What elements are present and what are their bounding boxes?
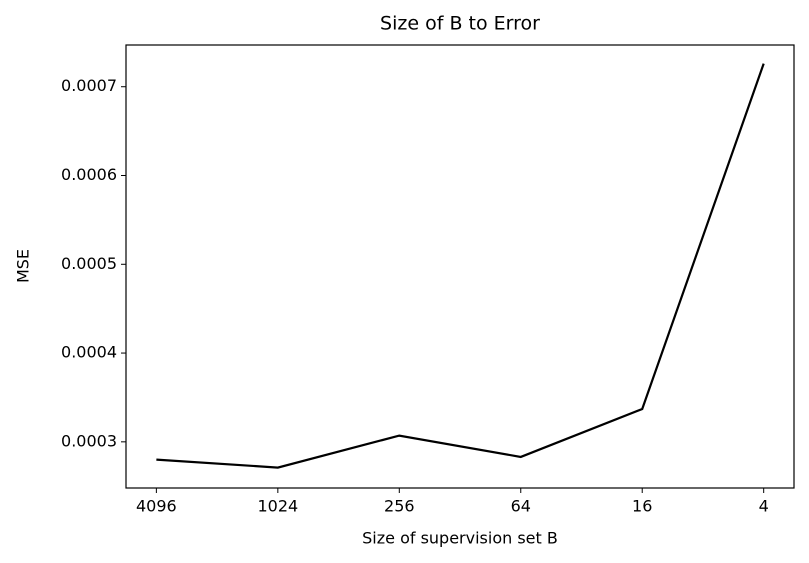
data-line — [156, 63, 765, 469]
plot-frame — [125, 44, 795, 489]
y-tick-label: 0.0004 — [61, 343, 117, 362]
x-axis-label: Size of supervision set B — [362, 529, 558, 548]
x-tick-label: 4096 — [136, 497, 177, 516]
x-tick-label: 16 — [632, 497, 652, 516]
x-tick-label: 256 — [384, 497, 415, 516]
y-axis-label: MSE — [14, 249, 33, 283]
x-tick-label: 1024 — [257, 497, 298, 516]
y-tick-label: 0.0005 — [61, 254, 117, 273]
x-tick-label: 4 — [759, 497, 769, 516]
x-tick-label: 64 — [511, 497, 531, 516]
y-tick-label: 0.0003 — [61, 431, 117, 450]
chart-title: Size of B to Error — [380, 13, 540, 35]
y-tick-label: 0.0006 — [61, 165, 117, 184]
y-tick-label: 0.0007 — [61, 76, 117, 95]
